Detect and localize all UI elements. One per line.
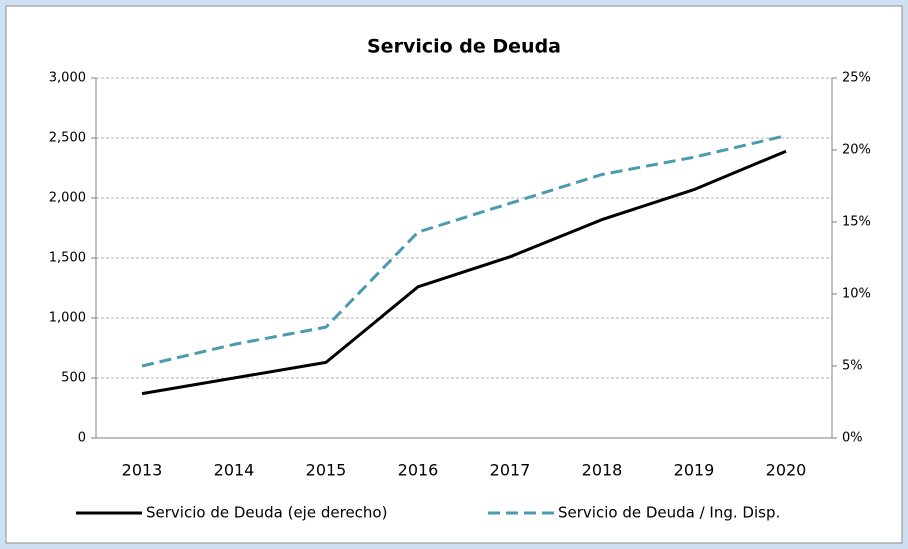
x-tick-label: 2019 <box>674 461 715 480</box>
x-tick-label: 2020 <box>766 461 807 480</box>
x-tick-label: 2013 <box>122 461 163 480</box>
legend-label: Servicio de Deuda (eje derecho) <box>146 504 387 522</box>
y2-tick-label: 5% <box>842 359 863 374</box>
y2-tick-label: 0% <box>842 431 863 446</box>
legend-label: Servicio de Deuda / Ing. Disp. <box>558 504 780 522</box>
y2-tick-label: 25% <box>842 71 871 86</box>
y-tick-label: 2,500 <box>49 131 86 146</box>
x-tick-label: 2016 <box>398 461 439 480</box>
y-tick-label: 2,000 <box>49 191 86 206</box>
y-tick-label: 500 <box>61 371 86 386</box>
x-tick-label: 2018 <box>582 461 623 480</box>
chart-title: Servicio de Deuda <box>367 36 561 58</box>
x-tick-label: 2014 <box>214 461 255 480</box>
x-tick-label: 2017 <box>490 461 531 480</box>
series-line <box>141 149 787 396</box>
y2-tick-label: 10% <box>842 287 871 302</box>
y-tick-label: 1,500 <box>49 251 86 266</box>
series-line <box>141 134 787 368</box>
y-tick-label: 1,000 <box>49 311 86 326</box>
x-tick-label: 2015 <box>306 461 347 480</box>
y-tick-label: 3,000 <box>49 71 86 86</box>
y2-tick-label: 20% <box>842 143 871 158</box>
y-tick-label: 0 <box>78 431 86 446</box>
y2-tick-label: 15% <box>842 215 871 230</box>
